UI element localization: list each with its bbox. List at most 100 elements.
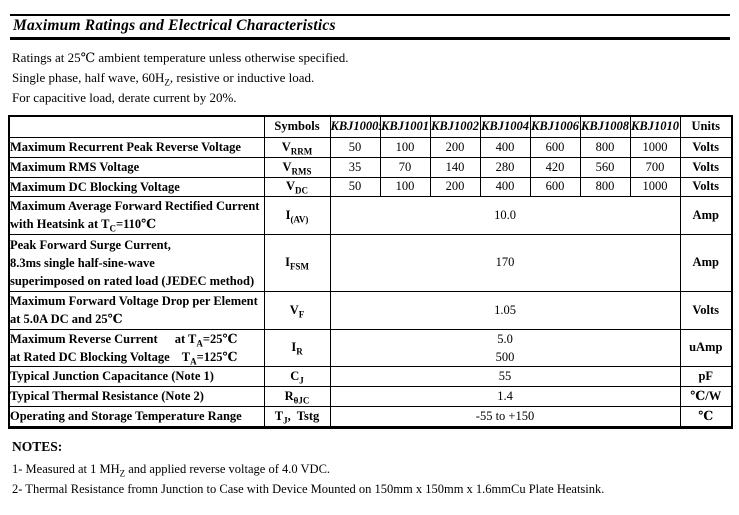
row-description: Maximum DC Blocking Voltage [8,176,265,197]
row-value: 600 [529,136,581,158]
row-value: 1000 [629,176,681,197]
row-symbol: I(AV) [263,195,331,235]
notes-heading: NOTES: [12,438,63,454]
row-value: 200 [429,136,481,158]
description-line: superimposed on rated load (JEDEC method… [10,273,255,288]
datasheet-page: Maximum Ratings and Electrical Character… [0,14,739,515]
row-symbol: IFSM [263,233,331,292]
header-part: KBJ1004 [479,115,531,138]
description-line: at Rated DC Blocking Voltage TA=125℃ [10,349,238,366]
row-value: 800 [579,176,631,197]
row-value: 560 [579,156,631,178]
row-value: 100 [379,176,431,197]
row-value: 700 [629,156,681,178]
row-unit: pF [679,365,733,387]
table-row-cj: Typical Junction Capacitance (Note 1) CJ… [8,365,733,387]
row-value: 100 [379,136,431,158]
row-description: Maximum Recurrent Peak Reverse Voltage [8,136,265,158]
description-line: Maximum Average Forward Rectified Curren… [10,199,260,213]
row-value: 50 [329,176,381,197]
row-value: 140 [429,156,481,178]
row-symbol: VRMS [263,156,331,178]
row-description: Maximum Reverse Current at TA=25℃ at Rat… [8,328,265,367]
row-value-span: 5.0 500 [329,328,681,367]
condition-line: Single phase, half wave, 60HZ, resistive… [12,70,315,88]
row-value: 200 [429,176,481,197]
notes-section: NOTES: 1- Measured at 1 MHZ and applied … [12,439,739,499]
row-symbol: VRRM [263,136,331,158]
row-unit: Volts [679,290,733,330]
row-value-span: -55 to +150 [329,405,681,428]
row-value: 800 [579,136,631,158]
description-line: 8.3ms single half-sine-wave [10,255,155,270]
header-part: KBJ1002 [429,115,481,138]
row-unit: Volts [679,176,733,197]
description-line: Peak Forward Surge Current, [10,237,171,252]
row-description: Maximum Forward Voltage Drop per Element… [8,290,265,330]
table-row-vdc: Maximum DC Blocking Voltage VDC 50 100 2… [8,176,733,197]
row-value-span: 10.0 [329,195,681,235]
row-value-span: 1.4 [329,385,681,407]
table-row-tj-tstg: Operating and Storage Temperature Range … [8,405,733,428]
row-description: Peak Forward Surge Current, 8.3ms single… [8,233,265,292]
row-unit: Volts [679,156,733,178]
row-value: 35 [329,156,381,178]
condition-line: Ratings at 25℃ ambient temperature unles… [12,50,349,65]
header-part: KBJ10005 [329,115,381,138]
section-title-block: Maximum Ratings and Electrical Character… [10,14,730,40]
row-description: Operating and Storage Temperature Range [8,405,265,428]
description-line: Maximum Reverse Current at TA=25℃ [10,331,238,348]
description-line: Maximum Forward Voltage Drop per Element [10,294,258,308]
row-value: 600 [529,176,581,197]
row-value: 420 [529,156,581,178]
header-symbols: Symbols [263,115,331,138]
description-line: with Heatsink at TC=110℃ [10,217,157,234]
row-value: 5.0 [497,331,513,346]
description-line: at 5.0A DC and 25℃ [10,312,123,326]
condition-line: For capacitive load, derate current by 2… [12,90,237,105]
table-row-ifsm: Peak Forward Surge Current, 8.3ms single… [8,233,733,292]
ratings-table: Symbols KBJ10005 KBJ1001 KBJ1002 KBJ1004… [8,115,733,429]
row-unit: ℃/W [679,385,733,407]
row-value: 500 [495,349,515,364]
row-value: 1000 [629,136,681,158]
row-symbol: IR [263,328,331,367]
table-row-vf: Maximum Forward Voltage Drop per Element… [8,290,733,330]
header-part: KBJ1006 [529,115,581,138]
row-value-span: 55 [329,365,681,387]
row-value-span: 1.05 [329,290,681,330]
table-row-ir: Maximum Reverse Current at TA=25℃ at Rat… [8,328,733,367]
row-symbol: CJ [263,365,331,387]
row-value: 400 [479,176,531,197]
table-row-vrms: Maximum RMS Voltage VRMS 35 70 140 280 4… [8,156,733,178]
row-unit: Amp [679,195,733,235]
row-description: Maximum Average Forward Rectified Curren… [8,195,265,235]
row-unit: uAmp [679,328,733,367]
row-value: 70 [379,156,431,178]
header-part: KBJ1010 [629,115,681,138]
row-value: 400 [479,136,531,158]
row-value: 280 [479,156,531,178]
table-row-rthjc: Typical Thermal Resistance (Note 2) RθJC… [8,385,733,407]
row-symbol: VF [263,290,331,330]
row-unit: Volts [679,136,733,158]
row-description: Typical Thermal Resistance (Note 2) [8,385,265,407]
header-part: KBJ1001 [379,115,431,138]
row-description: Typical Junction Capacitance (Note 1) [8,365,265,387]
table-row-iav: Maximum Average Forward Rectified Curren… [8,195,733,235]
note-item: 2- Thermal Resistance fromn Junction to … [12,481,605,496]
rating-conditions: Ratings at 25℃ ambient temperature unles… [12,48,739,108]
header-part: KBJ1008 [579,115,631,138]
note-item: 1- Measured at 1 MHZ and applied reverse… [12,461,331,478]
row-description: Maximum RMS Voltage [8,156,265,178]
table-header-row: Symbols KBJ10005 KBJ1001 KBJ1002 KBJ1004… [8,115,733,138]
row-symbol: VDC [263,176,331,197]
table-row-vrrm: Maximum Recurrent Peak Reverse Voltage V… [8,136,733,158]
row-value: 50 [329,136,381,158]
row-unit: Amp [679,233,733,292]
row-symbol: TJ, Tstg [263,405,331,428]
row-unit: ℃ [679,405,733,428]
row-value-span: 170 [329,233,681,292]
header-blank-cell [8,115,265,138]
page-title: Maximum Ratings and Electrical Character… [13,17,336,34]
